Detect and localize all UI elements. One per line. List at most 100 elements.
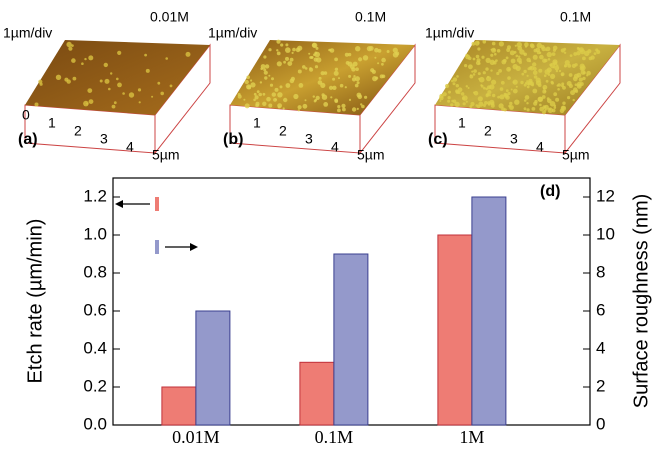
afm-grain <box>523 53 527 57</box>
afm-grain <box>129 92 134 97</box>
afm-grain <box>139 101 141 103</box>
afm-grain <box>542 59 546 63</box>
afm-grain <box>489 84 494 89</box>
afm-grain <box>547 97 550 100</box>
afm-grain <box>538 97 543 102</box>
afm-grain <box>108 88 111 91</box>
afm-grain <box>104 63 108 67</box>
afm-concentration: 0.1M <box>560 9 591 25</box>
afm-grain <box>499 103 504 108</box>
afm-concentration: 0.01M <box>150 9 189 25</box>
afm-grain <box>539 55 544 60</box>
afm-grain <box>257 90 260 93</box>
afm-grain <box>348 75 351 78</box>
afm-grain <box>275 88 279 92</box>
afm-grain <box>35 103 39 107</box>
afm-grain <box>277 52 281 56</box>
afm-grain <box>550 74 555 79</box>
afm-grain <box>533 67 537 71</box>
afm-grain <box>529 60 531 62</box>
afm-grain <box>586 74 588 76</box>
afm-grain <box>253 99 256 102</box>
afm-panel-label: (b) <box>223 131 243 148</box>
afm-grain <box>298 105 302 109</box>
afm-grain <box>322 95 327 100</box>
afm-grain <box>491 49 493 51</box>
afm-grain <box>337 105 340 108</box>
afm-grain <box>547 52 552 57</box>
bar-chart: (d) Etch rate (µm/min) Surface roughness… <box>24 178 652 447</box>
afm-grain <box>570 90 575 95</box>
afm-grain <box>577 84 582 89</box>
afm-grain <box>355 76 360 81</box>
afm-grain <box>478 96 483 101</box>
afm-grain <box>276 40 280 44</box>
afm-grain <box>334 58 338 62</box>
afm-grain <box>471 71 473 73</box>
afm-grain <box>517 46 522 51</box>
afm-grain <box>524 107 527 110</box>
afm-grain <box>283 61 286 64</box>
afm-grain <box>473 58 476 61</box>
y2-tick-label: 4 <box>596 338 605 357</box>
afm-grain <box>374 57 376 59</box>
afm-grain <box>258 93 262 97</box>
afm-tick-label: 4 <box>331 139 339 155</box>
afm-grain <box>567 96 570 99</box>
afm-grain <box>499 41 504 46</box>
afm-grain <box>478 102 483 107</box>
afm-grain <box>286 83 291 88</box>
afm-grain <box>497 49 501 53</box>
y-tick-label: 1.2 <box>83 186 107 205</box>
afm-grain <box>477 41 479 43</box>
afm-grain <box>112 105 116 109</box>
afm-grain <box>501 81 505 85</box>
y-tick-label: 0.6 <box>83 300 107 319</box>
afm-grain <box>557 88 560 91</box>
afm-tick-label: 1 <box>253 115 261 131</box>
afm-grain <box>355 84 359 88</box>
afm-grain <box>144 54 147 57</box>
afm-grain <box>533 55 538 60</box>
afm-grain <box>334 99 338 103</box>
afm-tick-label: 4 <box>126 139 134 155</box>
afm-grain <box>590 55 594 59</box>
bar <box>472 197 506 425</box>
afm-grain <box>458 87 463 92</box>
afm-grain <box>515 45 517 47</box>
afm-grain <box>298 109 300 111</box>
afm-grain <box>116 78 119 81</box>
afm-grain <box>553 49 556 52</box>
afm-grain <box>514 51 517 54</box>
afm-grain <box>483 40 487 44</box>
afm-grain <box>358 95 363 100</box>
afm-grain <box>271 77 274 80</box>
afm-grain <box>316 57 321 62</box>
afm-grain <box>468 87 470 89</box>
afm-grain <box>323 102 328 107</box>
afm-grain <box>309 67 312 70</box>
afm-grain <box>470 102 474 106</box>
afm-grain <box>514 100 519 105</box>
afm-grain <box>122 92 125 95</box>
afm-grain <box>573 76 578 81</box>
afm-grain <box>492 42 496 46</box>
afm-grain <box>524 42 529 47</box>
afm-grain <box>186 52 191 57</box>
figure: 1µm/div0.01M(a)012345µm1µm/div0.1M(b)123… <box>0 0 660 449</box>
afm-grain <box>448 91 451 94</box>
afm-grain <box>352 107 356 111</box>
afm-grain <box>56 75 61 80</box>
bar <box>300 362 334 425</box>
afm-grain <box>532 89 537 94</box>
afm-grain <box>483 71 486 74</box>
afm-grain <box>292 48 296 52</box>
afm-grain <box>264 76 267 79</box>
afm-grain <box>465 54 468 57</box>
afm-grain <box>277 61 282 66</box>
afm-tick-label: 4 <box>536 139 544 155</box>
afm-grain <box>519 61 522 64</box>
afm-grain <box>534 49 538 53</box>
afm-grain <box>276 49 278 51</box>
afm-grain <box>349 99 351 101</box>
